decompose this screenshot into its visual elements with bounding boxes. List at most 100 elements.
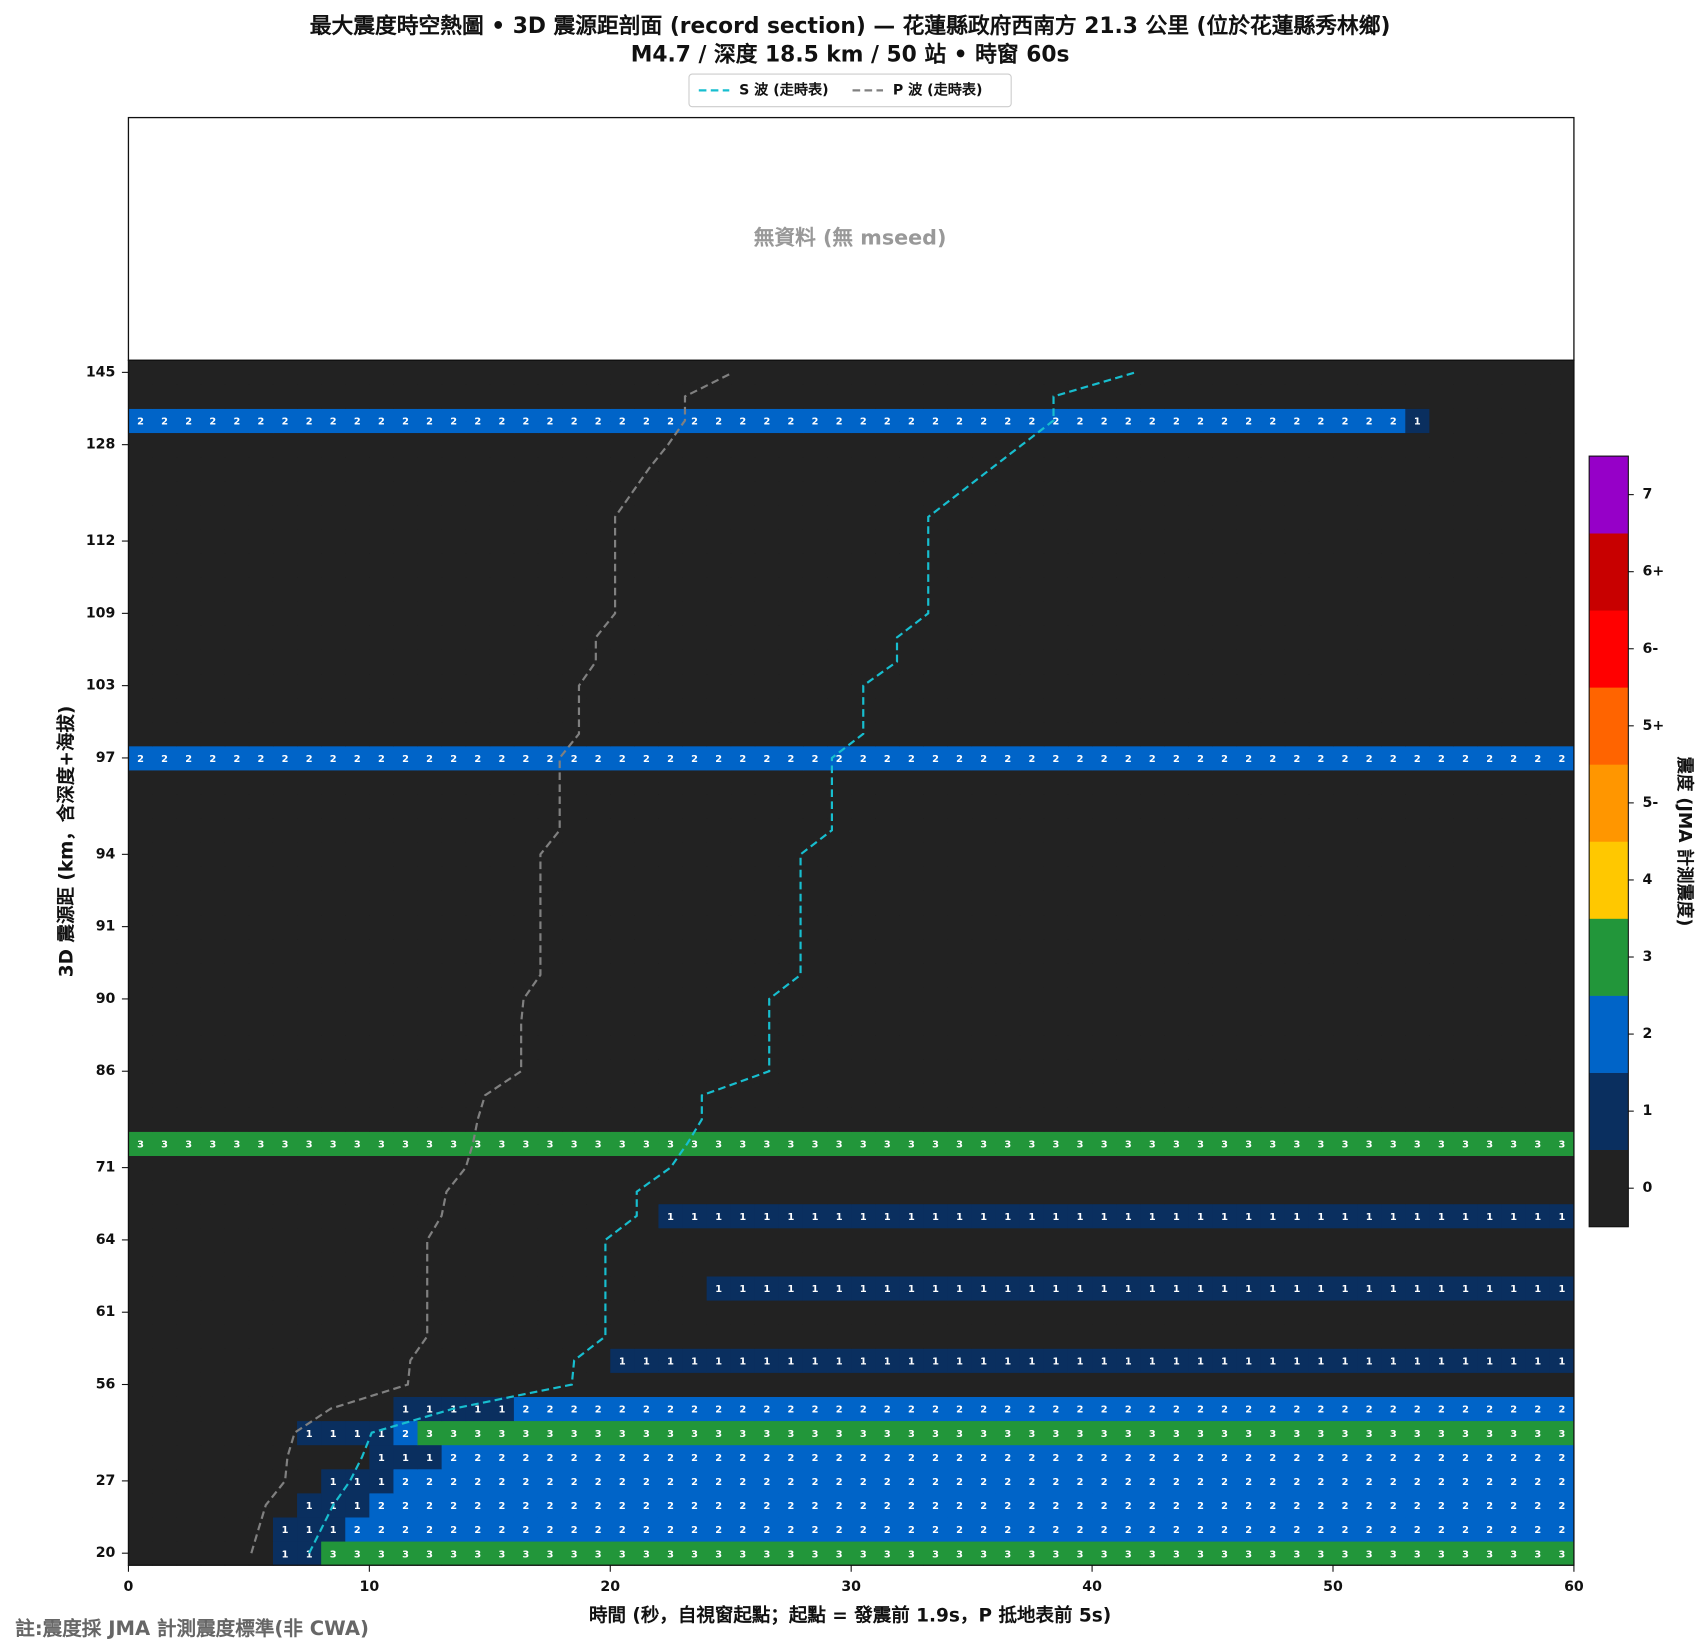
heatmap-cell bbox=[947, 1131, 973, 1157]
heatmap-cell bbox=[1308, 1492, 1334, 1518]
heatmap-cell bbox=[369, 769, 394, 795]
cell-label: 2 bbox=[474, 1477, 481, 1488]
heatmap-cell bbox=[321, 1324, 346, 1349]
cell-label: 1 bbox=[1173, 1356, 1180, 1367]
cell-label: 2 bbox=[619, 1477, 626, 1488]
heatmap-cell bbox=[441, 1203, 467, 1229]
heatmap-cell bbox=[345, 1276, 370, 1301]
heatmap-cell bbox=[489, 1492, 515, 1518]
cell-label: 2 bbox=[1125, 1405, 1132, 1416]
heatmap-cell bbox=[1525, 504, 1551, 530]
heatmap-cell bbox=[297, 577, 322, 602]
heatmap-cell bbox=[610, 1396, 635, 1422]
heatmap-cell bbox=[513, 1251, 539, 1277]
cell-label: 3 bbox=[932, 1140, 939, 1151]
heatmap-cell bbox=[1525, 842, 1551, 867]
heatmap-cell bbox=[1043, 456, 1069, 482]
heatmap-cell bbox=[1043, 1227, 1069, 1253]
cell-label: 2 bbox=[643, 1501, 650, 1512]
heatmap-cell bbox=[1260, 1541, 1286, 1566]
cell-label: 2 bbox=[836, 754, 843, 765]
heatmap-cell bbox=[1067, 1468, 1093, 1494]
heatmap-cell bbox=[1525, 1468, 1551, 1494]
heatmap-cell bbox=[248, 1468, 274, 1494]
heatmap-cell bbox=[875, 553, 900, 578]
heatmap-cell bbox=[1284, 384, 1310, 409]
heatmap-cell bbox=[802, 504, 828, 530]
heatmap-cell bbox=[1116, 1179, 1141, 1205]
heatmap-cell bbox=[899, 1203, 924, 1229]
heatmap-cell bbox=[272, 769, 298, 795]
cell-label: 2 bbox=[1366, 1453, 1373, 1464]
heatmap-cell bbox=[1477, 1251, 1503, 1277]
heatmap-cell bbox=[345, 553, 370, 578]
heatmap-cell bbox=[465, 1179, 491, 1205]
heatmap-cell bbox=[272, 794, 298, 819]
heatmap-cell bbox=[586, 938, 611, 964]
cell-label: 1 bbox=[1221, 1356, 1228, 1367]
heatmap-cell bbox=[200, 1059, 226, 1084]
heatmap-cell bbox=[1405, 745, 1430, 771]
heatmap-cell bbox=[851, 842, 876, 867]
heatmap-cell bbox=[851, 938, 876, 964]
heatmap-cell bbox=[200, 1203, 226, 1229]
heatmap-cell bbox=[1236, 360, 1262, 385]
heatmap-cell bbox=[465, 1227, 491, 1253]
heatmap-cell bbox=[1284, 601, 1310, 626]
heatmap-cell bbox=[778, 890, 804, 916]
heatmap-cell bbox=[1381, 1010, 1406, 1036]
heatmap-cell bbox=[272, 1203, 298, 1229]
heatmap-cell bbox=[1308, 962, 1334, 988]
heatmap-cell bbox=[1405, 1035, 1430, 1060]
heatmap-cell bbox=[537, 1324, 563, 1349]
cell-label: 2 bbox=[860, 1477, 867, 1488]
cell-label: 1 bbox=[884, 1284, 891, 1295]
heatmap-cell bbox=[971, 1179, 997, 1205]
heatmap-cell bbox=[634, 745, 659, 771]
heatmap-cell bbox=[1549, 1131, 1575, 1157]
heatmap-cell bbox=[1549, 914, 1575, 940]
heatmap-cell bbox=[489, 938, 515, 964]
heatmap-cell bbox=[1116, 1251, 1141, 1277]
heatmap-cell bbox=[224, 1541, 250, 1566]
heatmap-cell bbox=[1477, 1300, 1503, 1325]
cell-label: 3 bbox=[1318, 1549, 1325, 1560]
heatmap-cell bbox=[658, 1179, 683, 1205]
heatmap-cell bbox=[1453, 1203, 1478, 1229]
heatmap-cell bbox=[369, 1203, 394, 1229]
heatmap-cell bbox=[513, 360, 539, 385]
heatmap-cell bbox=[610, 890, 635, 916]
cell-label: 1 bbox=[426, 1405, 433, 1416]
heatmap-cell bbox=[1501, 529, 1527, 554]
cell-label: 2 bbox=[691, 754, 698, 765]
heatmap-cell bbox=[441, 1444, 467, 1470]
cell-label: 2 bbox=[763, 1405, 770, 1416]
heatmap-cell bbox=[1212, 1131, 1238, 1157]
heatmap-cell bbox=[971, 1396, 997, 1422]
heatmap-cell bbox=[754, 360, 780, 385]
heatmap-cell bbox=[441, 1324, 467, 1349]
heatmap-cell bbox=[417, 1179, 443, 1205]
heatmap-cell bbox=[610, 1083, 635, 1108]
heatmap-cell bbox=[1236, 625, 1262, 650]
heatmap-cell bbox=[562, 360, 587, 385]
heatmap-cell bbox=[1236, 1203, 1262, 1229]
cell-label: 2 bbox=[571, 1477, 578, 1488]
heatmap-cell bbox=[1284, 842, 1310, 867]
cell-label: 1 bbox=[378, 1429, 385, 1440]
heatmap-cell bbox=[1501, 1348, 1527, 1373]
heatmap-cell bbox=[393, 1468, 418, 1494]
heatmap-cell bbox=[754, 1035, 780, 1060]
heatmap-cell bbox=[272, 1324, 298, 1349]
cell-label: 2 bbox=[1342, 1477, 1349, 1488]
heatmap-cell bbox=[995, 1059, 1021, 1084]
heatmap-cell bbox=[128, 601, 153, 626]
heatmap-cell bbox=[152, 986, 178, 1012]
heatmap-cell bbox=[586, 1035, 611, 1060]
heatmap-cell bbox=[489, 1372, 515, 1397]
heatmap-cell bbox=[1405, 1517, 1430, 1542]
heatmap-cell bbox=[393, 529, 418, 554]
cell-label: 2 bbox=[1245, 1525, 1252, 1536]
heatmap-cell bbox=[176, 962, 202, 988]
heatmap-cell bbox=[297, 938, 322, 964]
